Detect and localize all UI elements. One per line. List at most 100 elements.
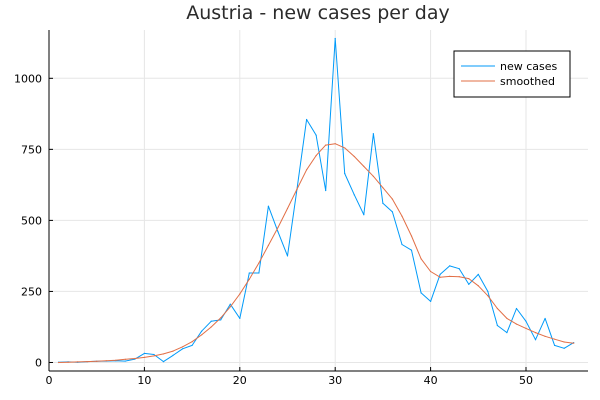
data-point-smoothed — [115, 359, 117, 361]
data-point-new-cases — [267, 205, 270, 207]
data-point-new-cases — [391, 211, 394, 213]
y-tick-label: 750 — [21, 143, 42, 156]
data-point-smoothed — [201, 334, 203, 336]
data-point-new-cases — [248, 272, 250, 274]
data-point-smoothed — [296, 188, 298, 190]
x-tick-label: 20 — [233, 374, 247, 387]
data-point-smoothed — [305, 169, 308, 171]
data-point-new-cases — [286, 255, 289, 257]
data-point-smoothed — [258, 262, 260, 264]
data-point-smoothed — [239, 293, 241, 295]
data-point-new-cases — [506, 332, 508, 334]
data-point-new-cases — [439, 273, 441, 275]
chart-title: Austria - new cases per day — [186, 2, 450, 24]
data-point-smoothed — [496, 307, 498, 310]
data-point-smoothed — [344, 147, 346, 149]
data-point-new-cases — [191, 344, 193, 347]
data-point-new-cases — [449, 265, 451, 267]
data-point-smoothed — [277, 226, 279, 229]
data-point-smoothed — [220, 317, 222, 319]
data-point-smoothed — [96, 360, 98, 362]
data-point-smoothed — [439, 276, 441, 278]
axes — [48, 30, 588, 372]
data-point-smoothed — [544, 335, 546, 337]
x-tick-label: 0 — [46, 374, 53, 387]
data-point-smoothed — [248, 278, 250, 280]
data-point-smoothed — [191, 341, 193, 343]
data-point-new-cases — [525, 320, 527, 322]
data-point-new-cases — [563, 347, 565, 349]
data-point-new-cases — [239, 317, 241, 320]
data-point-smoothed — [57, 361, 60, 364]
data-point-new-cases — [344, 172, 346, 175]
data-point-new-cases — [220, 319, 222, 321]
data-point-new-cases — [325, 189, 327, 192]
data-point-new-cases — [372, 133, 374, 135]
data-point-new-cases — [534, 339, 537, 341]
legend-label: smoothed — [500, 75, 555, 88]
data-point-smoothed — [429, 270, 432, 273]
data-point-smoothed — [67, 361, 69, 363]
data-point-new-cases — [420, 292, 422, 294]
data-point-smoothed — [172, 350, 174, 352]
data-point-smoothed — [487, 295, 489, 297]
data-point-new-cases — [315, 134, 317, 136]
data-point-new-cases — [172, 354, 174, 356]
data-point-new-cases — [410, 249, 413, 251]
data-point-smoothed — [563, 341, 565, 343]
data-point-new-cases — [201, 330, 203, 332]
y-tick-label: 0 — [35, 356, 42, 369]
data-point-smoothed — [382, 187, 384, 189]
series-line-smoothed — [58, 143, 574, 363]
data-point-new-cases — [554, 344, 556, 347]
x-tick-label: 30 — [328, 374, 342, 387]
x-tick-label: 50 — [519, 374, 533, 387]
data-point-new-cases — [162, 361, 165, 363]
data-point-new-cases — [363, 214, 365, 216]
data-point-new-cases — [277, 231, 279, 233]
data-point-new-cases — [353, 194, 355, 196]
data-point-smoothed — [573, 342, 575, 344]
data-point-smoothed — [77, 361, 79, 363]
data-point-smoothed — [458, 276, 460, 278]
data-point-smoothed — [267, 244, 270, 246]
data-point-smoothed — [181, 346, 184, 348]
data-point-smoothed — [420, 258, 422, 260]
data-point-smoothed — [162, 353, 165, 355]
data-point-smoothed — [86, 361, 88, 363]
data-point-new-cases — [515, 307, 518, 310]
legend-label: new cases — [500, 60, 558, 73]
data-point-new-cases — [496, 324, 498, 327]
y-tick-label: 500 — [21, 214, 42, 227]
data-point-smoothed — [372, 175, 374, 177]
data-point-new-cases — [544, 317, 546, 320]
data-point-smoothed — [153, 355, 155, 357]
data-point-new-cases — [429, 300, 432, 302]
data-point-smoothed — [449, 275, 451, 277]
data-point-smoothed — [525, 327, 527, 329]
data-point-new-cases — [143, 352, 145, 354]
data-point-smoothed — [286, 207, 289, 210]
data-point-smoothed — [401, 215, 403, 217]
data-point-new-cases — [305, 118, 308, 121]
data-point-new-cases — [153, 353, 155, 356]
data-point-smoothed — [229, 306, 231, 308]
legend-box — [453, 50, 571, 98]
x-tick-label: 40 — [424, 374, 438, 387]
data-point-new-cases — [258, 272, 260, 274]
data-point-smoothed — [134, 357, 136, 360]
data-point-smoothed — [363, 165, 365, 167]
y-tick-label: 1000 — [14, 72, 42, 85]
legend: new cases smoothed — [453, 50, 571, 98]
data-point-smoothed — [477, 285, 479, 287]
data-point-smoothed — [391, 198, 394, 200]
data-point-smoothed — [534, 332, 537, 334]
data-point-new-cases — [487, 290, 489, 293]
data-point-new-cases — [334, 37, 336, 40]
data-point-smoothed — [468, 278, 470, 280]
data-point-new-cases — [124, 360, 126, 362]
data-point-smoothed — [515, 323, 518, 325]
data-point-smoothed — [105, 360, 107, 362]
